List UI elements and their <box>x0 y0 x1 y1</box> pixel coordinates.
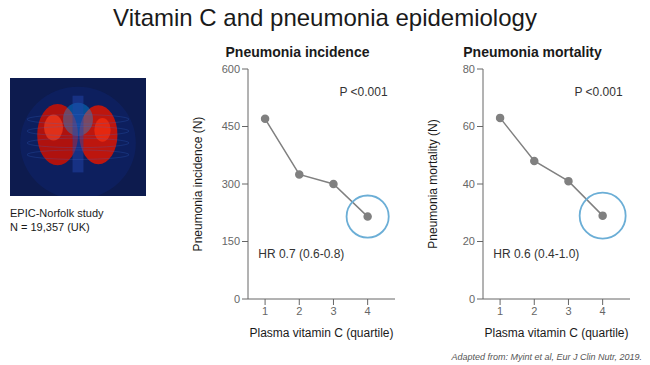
html-text:Adapted from: Myint et al, Eur: Adapted from: Myint et al, Eur J Clin Nu… <box>451 352 642 362</box>
svg-text:600: 600 <box>222 64 240 75</box>
html-text:Pneumonia incidence: Pneumonia incidence <box>225 44 370 60</box>
html-text:P <0.001: P <0.001 <box>574 85 623 100</box>
svg-text:0: 0 <box>469 293 475 305</box>
svg-text:0: 0 <box>234 293 240 305</box>
svg-text:4: 4 <box>365 305 371 317</box>
html-text:Pneumonia mortality: Pneumonia mortality <box>463 44 602 60</box>
svg-text:60: 60 <box>463 120 475 132</box>
svg-text:Pneumonia incidence (N): Pneumonia incidence (N) <box>191 117 205 252</box>
html-text:HR 0.6 (0.4-1.0): HR 0.6 (0.4-1.0) <box>493 247 580 262</box>
svg-text:Pneumonia mortality (N): Pneumonia mortality (N) <box>426 119 440 248</box>
svg-text:40: 40 <box>463 178 475 190</box>
svg-text:4: 4 <box>600 305 606 317</box>
svg-text:2: 2 <box>531 305 537 317</box>
html-text:Vitamin C and pneumonia epidem: Vitamin C and pneumonia epidemiology <box>113 4 537 31</box>
html-text:HR 0.7 (0.6-0.8): HR 0.7 (0.6-0.8) <box>258 247 345 262</box>
svg-text:3: 3 <box>330 305 336 317</box>
svg-text:150: 150 <box>222 235 240 247</box>
svg-text:1: 1 <box>497 305 503 317</box>
svg-text:2: 2 <box>296 305 302 317</box>
svg-text:Plasma vitamin C (quartile): Plasma vitamin C (quartile) <box>484 326 628 340</box>
svg-text:450: 450 <box>222 120 240 132</box>
svg-text:300: 300 <box>222 178 240 190</box>
svg-text:Plasma vitamin C (quartile): Plasma vitamin C (quartile) <box>249 326 393 340</box>
svg-text:20: 20 <box>463 235 475 247</box>
html-text:P <0.001: P <0.001 <box>339 85 388 100</box>
html-text:EPIC-Norfolk study N = 19,357: EPIC-Norfolk study N = 19,357 (UK) <box>10 207 104 234</box>
svg-text:1: 1 <box>262 305 268 317</box>
svg-text:3: 3 <box>565 305 571 317</box>
svg-text:80: 80 <box>463 64 475 75</box>
